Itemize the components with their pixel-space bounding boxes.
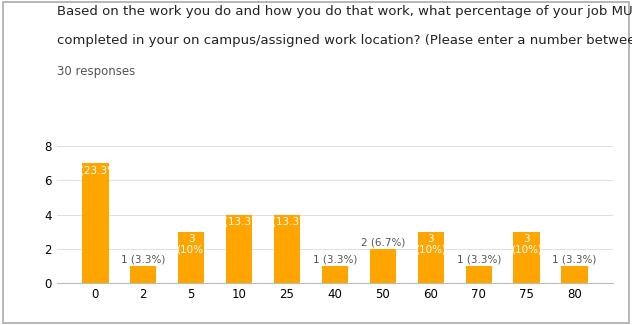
- Bar: [274, 214, 300, 283]
- Text: 7 (23.3%): 7 (23.3%): [70, 165, 121, 176]
- Text: 3
(10%): 3 (10%): [176, 234, 207, 254]
- Bar: [82, 163, 109, 283]
- Text: 2 (6.7%): 2 (6.7%): [361, 237, 405, 247]
- Bar: [466, 266, 492, 283]
- Text: 1 (3.3%): 1 (3.3%): [552, 254, 597, 264]
- Bar: [322, 266, 348, 283]
- Text: 1 (3.3%): 1 (3.3%): [456, 254, 501, 264]
- Text: 3
(10%): 3 (10%): [511, 234, 542, 254]
- Text: completed in your on campus/assigned work location? (Please enter a number betwe: completed in your on campus/assigned wor…: [57, 34, 632, 47]
- Bar: [561, 266, 588, 283]
- Bar: [370, 249, 396, 283]
- Bar: [226, 214, 252, 283]
- Bar: [418, 231, 444, 283]
- Text: 30 responses: 30 responses: [57, 65, 135, 78]
- Text: 4 (13.3%): 4 (13.3%): [214, 216, 265, 227]
- Bar: [513, 231, 540, 283]
- Text: Based on the work you do and how you do that work, what percentage of your job M: Based on the work you do and how you do …: [57, 5, 632, 18]
- Bar: [130, 266, 157, 283]
- Bar: [178, 231, 204, 283]
- Text: 1 (3.3%): 1 (3.3%): [313, 254, 357, 264]
- Text: 4 (13.3%): 4 (13.3%): [262, 216, 313, 227]
- Text: 1 (3.3%): 1 (3.3%): [121, 254, 166, 264]
- Text: 3
(10%): 3 (10%): [415, 234, 446, 254]
